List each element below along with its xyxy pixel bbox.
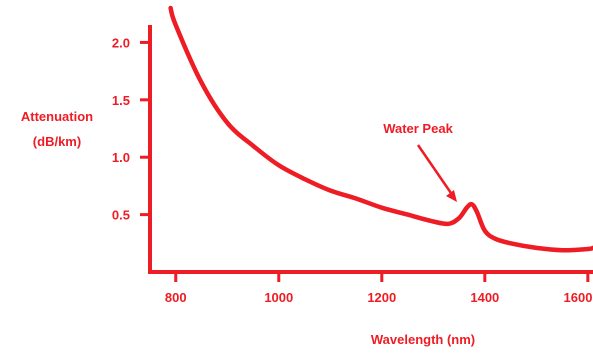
x-tick-label: 800 [165, 290, 187, 305]
y-tick-label: 1.5 [112, 93, 130, 108]
y-tick-label: 1.0 [112, 150, 130, 165]
x-axis-ticks: 800 1000 1200 1400 1600 [165, 272, 593, 305]
x-tick-label: 1000 [264, 290, 293, 305]
x-axis-label: Wavelength (nm) [371, 332, 475, 347]
x-tick-label: 1600 [564, 290, 593, 305]
y-axis-label-line-1: Attenuation [21, 109, 93, 124]
attenuation-curve [171, 8, 593, 250]
x-tick-label: 1400 [470, 290, 499, 305]
x-tick-label: 1200 [367, 290, 396, 305]
y-tick-label: 2.0 [112, 35, 130, 50]
y-tick-label: 0.5 [112, 208, 130, 223]
y-axis-ticks: 0.5 1.0 1.5 2.0 [112, 35, 150, 222]
water-peak-annotation: Water Peak [383, 121, 453, 136]
y-axis-label-line-2: (dB/km) [33, 134, 81, 149]
water-peak-arrow [418, 145, 453, 196]
